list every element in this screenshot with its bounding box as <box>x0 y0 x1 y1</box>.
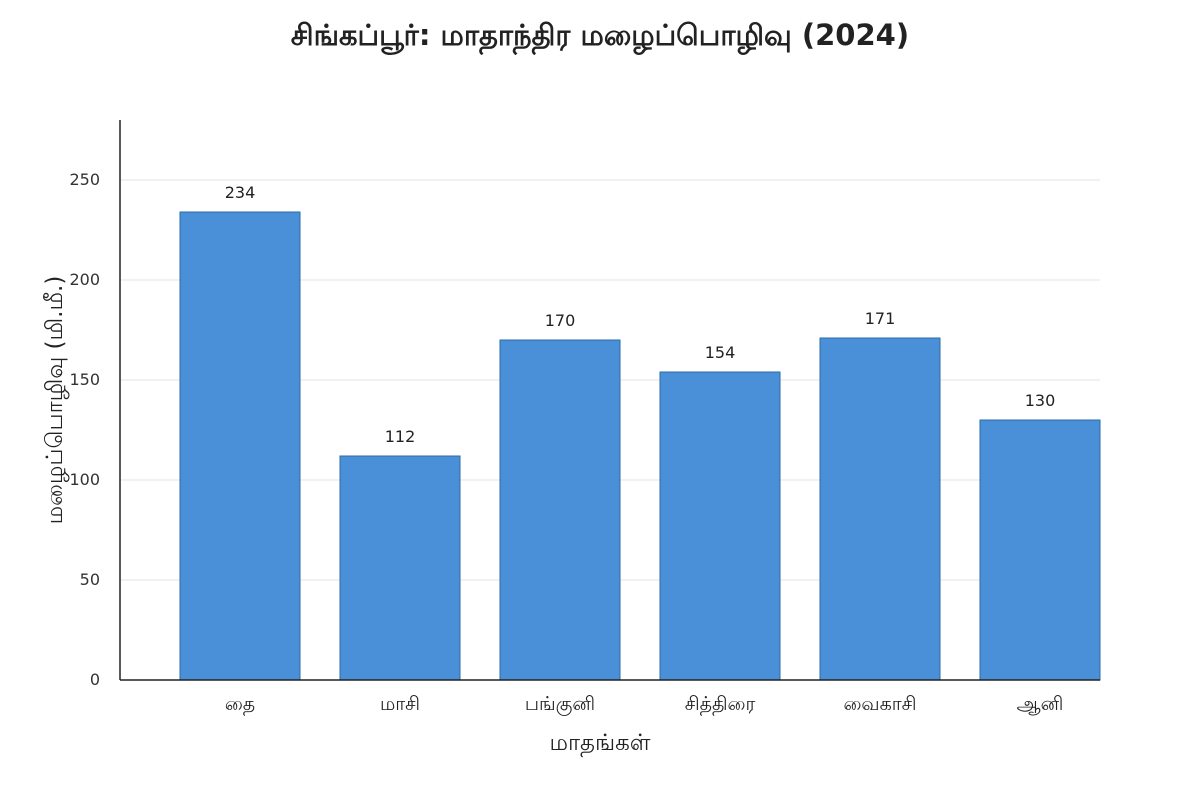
bar <box>819 337 941 681</box>
x-tick-label: தை <box>225 693 255 716</box>
x-tick-label: சித்திரை <box>685 693 756 716</box>
y-axis-label: மழைப்பொழிவு (மி.மீ.) <box>42 276 69 525</box>
y-tick-label: 150 <box>69 370 100 389</box>
chart-title: சிங்கப்பூர்: மாதாந்திர மழைப்பொழிவு (2024… <box>290 18 910 52</box>
bar <box>659 371 781 681</box>
x-tick-label: பங்குனி <box>525 693 595 716</box>
x-axis-label: மாதங்கள் <box>549 730 650 757</box>
bar-value-label: 234 <box>225 183 256 202</box>
y-tick-label: 50 <box>80 570 100 589</box>
bar-value-label: 154 <box>705 343 736 362</box>
y-tick-label: 0 <box>90 670 100 689</box>
y-tick-label: 100 <box>69 470 100 489</box>
bar-value-label: 112 <box>385 427 416 446</box>
bar-value-label: 171 <box>865 309 896 328</box>
bar <box>339 455 461 681</box>
bar-value-label: 130 <box>1025 391 1056 410</box>
bar <box>499 339 621 681</box>
bar <box>179 211 301 681</box>
bar-value-label: 170 <box>545 311 576 330</box>
bar <box>979 419 1101 681</box>
x-tick-label: வைகாசி <box>843 693 916 715</box>
y-tick-label: 250 <box>69 170 100 189</box>
y-tick-label: 200 <box>69 270 100 289</box>
x-tick-label: மாசி <box>380 693 420 715</box>
x-tick-label: ஆனி <box>1017 693 1064 715</box>
